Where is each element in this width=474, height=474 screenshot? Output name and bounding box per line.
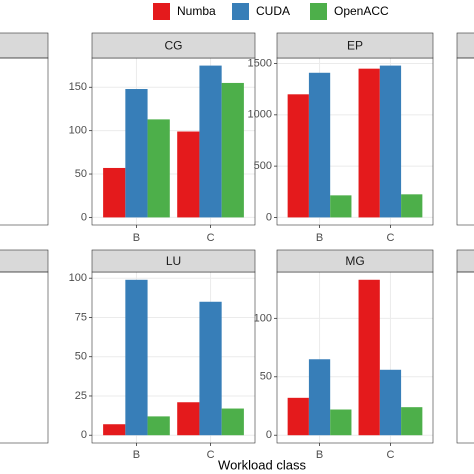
y-tick-label: 0 [81,429,87,441]
panel-title: EP [347,39,363,53]
y-tick-label: 75 [75,311,87,323]
x-tick-label: B [133,449,140,461]
y-tick-label: 50 [260,371,272,383]
panel-title: CG [165,39,183,53]
strip [276,32,434,59]
x-tick-label: C [207,232,215,244]
bar: CUDA [308,72,331,218]
legend-label: OpenACC [334,4,389,18]
legend-swatch [232,3,249,20]
panel-partial [0,57,49,226]
bar: Numba [103,424,126,436]
strip [91,32,256,59]
strip [91,249,256,273]
bar: Numba [103,167,126,218]
x-tick-label: C [386,449,394,461]
bar: CUDA [125,279,148,436]
x-tick-label: C [386,232,394,244]
x-tick-label: B [133,232,140,244]
panel-partial [456,57,474,226]
panel-partial [0,271,49,444]
strip-partial [0,32,49,59]
x-tick-label: B [316,449,323,461]
y-tick-label: 100 [69,272,87,284]
legend-label: CUDA [256,4,290,18]
panel-title: LU [166,254,181,268]
panel-partial [456,271,474,444]
y-tick-label: 500 [254,160,272,172]
bar: CUDA [379,369,402,436]
bar: CUDA [199,301,222,436]
bar: Numba [177,131,200,218]
strip-partial [456,249,474,273]
y-tick-label: 0 [266,429,272,441]
y-tick-label: 100 [69,125,87,137]
strip [276,249,434,273]
bar: Numba [287,94,309,218]
strip-partial [0,249,49,273]
bar: CUDA [125,89,148,218]
y-tick-label: 50 [75,168,87,180]
bar: OpenACC [147,119,170,218]
x-tick-label: C [207,449,215,461]
bar: Numba [287,397,309,436]
y-tick-label: 1000 [248,109,272,121]
y-tick-label: 25 [75,390,87,402]
bar: OpenACC [221,408,244,436]
bar: OpenACC [401,194,423,218]
y-tick-label: 0 [81,211,87,223]
bar: OpenACC [147,416,170,436]
panel-title: MG [345,254,364,268]
bar: OpenACC [330,409,352,436]
legend-swatch [310,3,327,20]
bar: OpenACC [401,407,423,436]
bar: OpenACC [330,195,352,218]
bar: Numba [358,68,380,218]
bar: OpenACC [221,82,244,218]
strip-partial [456,32,474,59]
y-tick-label: 0 [266,211,272,223]
bar: Numba [177,402,200,436]
legend-label: Numba [177,4,216,18]
y-tick-label: 150 [69,81,87,93]
bar: CUDA [379,65,402,218]
x-tick-label: B [316,232,323,244]
legend-swatch [153,3,170,20]
bar: Numba [358,279,380,436]
bar: CUDA [308,359,331,436]
x-axis-label: Workload class [218,457,306,472]
y-tick-label: 50 [75,351,87,363]
bar: CUDA [199,65,222,218]
y-tick-label: 100 [254,312,272,324]
y-tick-label: 1500 [248,57,272,69]
